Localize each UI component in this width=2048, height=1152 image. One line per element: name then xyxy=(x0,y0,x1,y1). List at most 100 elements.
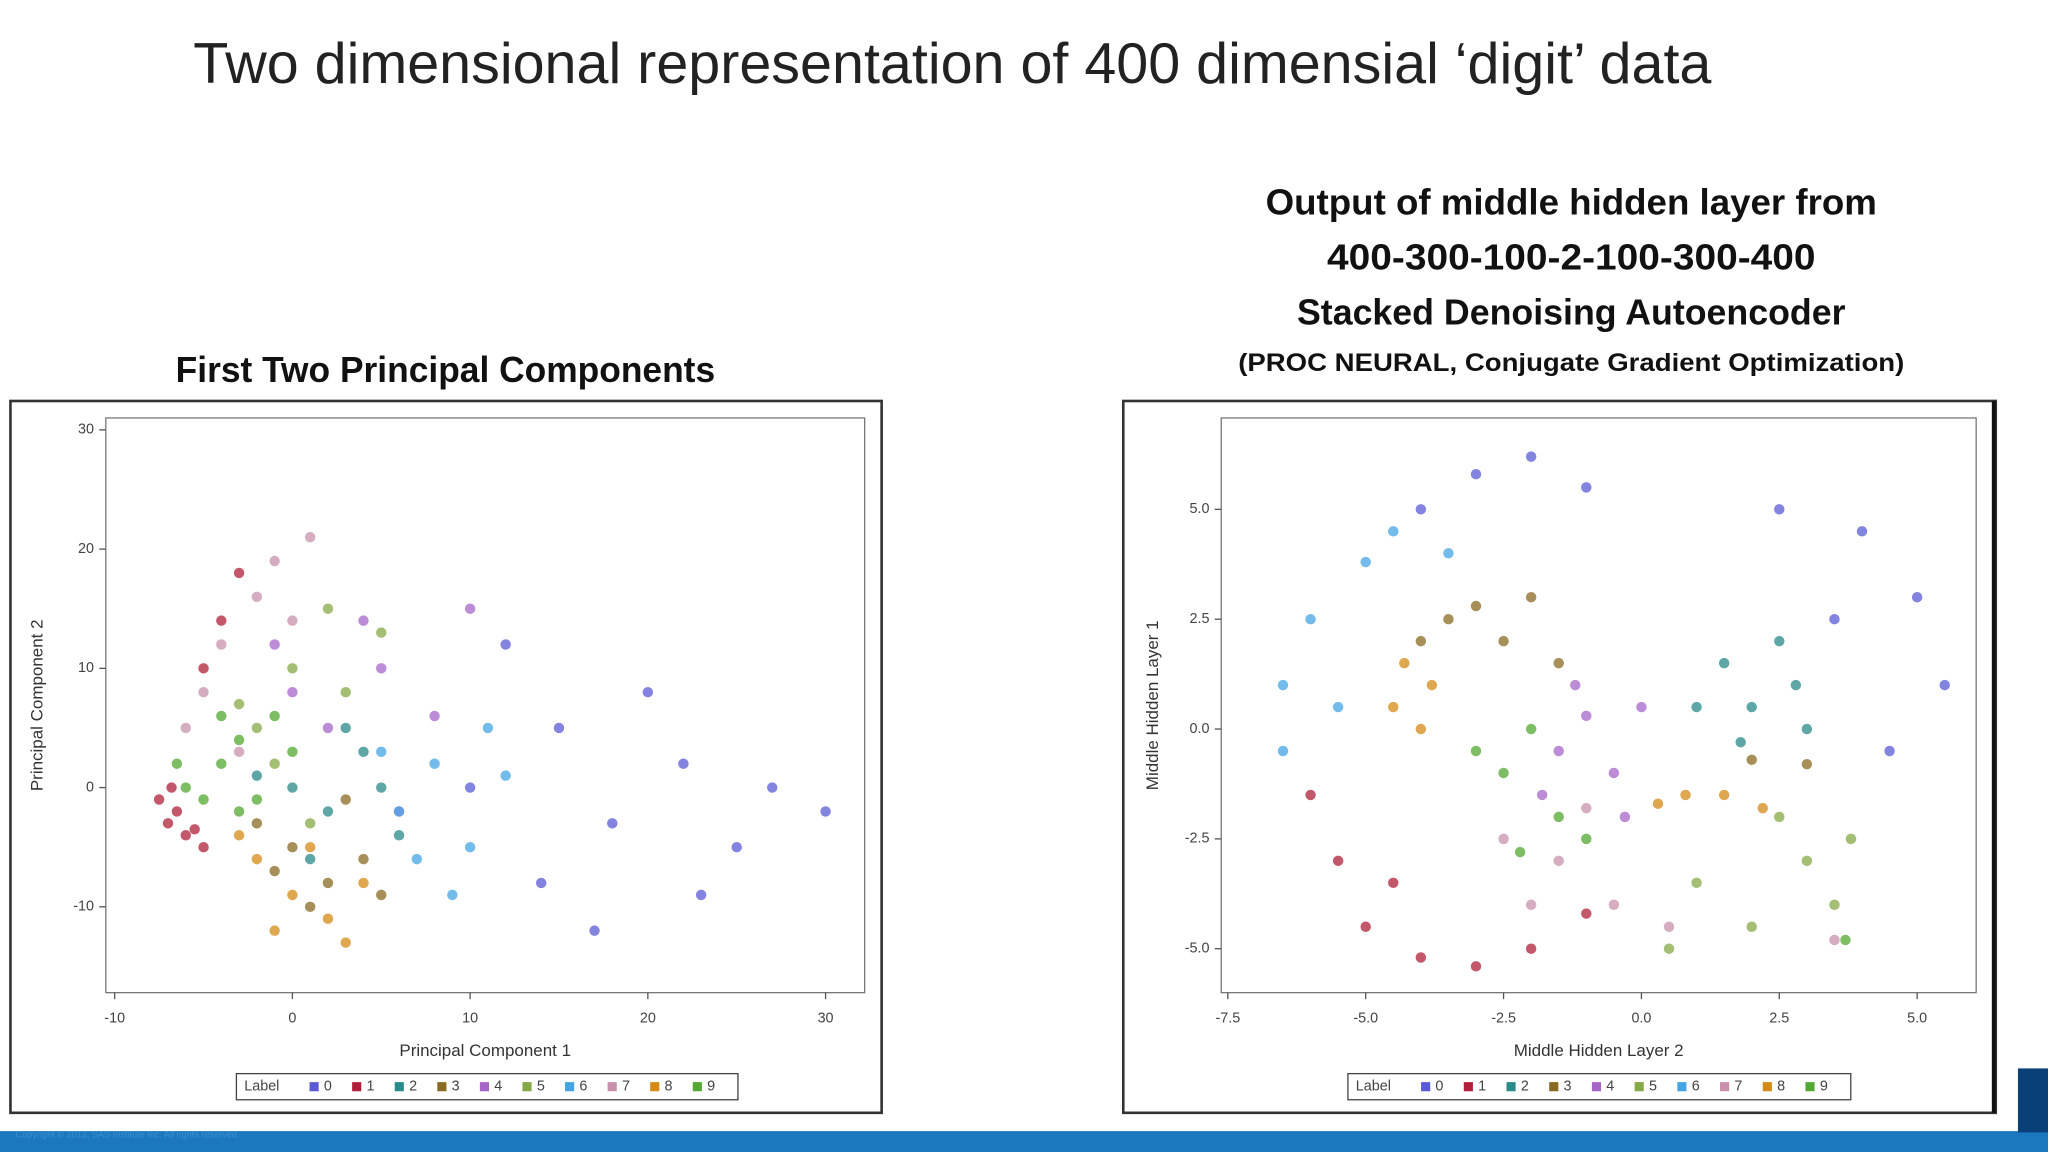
point xyxy=(1774,635,1785,647)
point xyxy=(1332,701,1344,713)
x-tick-label: -5.0 xyxy=(1353,1011,1378,1027)
point xyxy=(340,937,351,948)
legend-label: 8 xyxy=(1777,1078,1785,1094)
point xyxy=(1663,943,1675,954)
point xyxy=(1746,701,1757,713)
point xyxy=(1774,504,1785,515)
point xyxy=(1581,482,1592,493)
point xyxy=(429,710,440,722)
point xyxy=(1470,468,1482,480)
point xyxy=(304,853,316,865)
chart-title: 400-300-100-2-100-300-400 xyxy=(1327,237,1815,278)
legend-swatch xyxy=(565,1082,575,1092)
point xyxy=(233,830,245,841)
point xyxy=(340,686,351,698)
point xyxy=(1277,745,1289,757)
legend-label: 9 xyxy=(1820,1078,1828,1094)
point xyxy=(1443,548,1454,559)
point xyxy=(393,830,405,841)
point xyxy=(1856,526,1868,537)
legend-swatch xyxy=(394,1082,404,1092)
point xyxy=(1663,921,1675,932)
point xyxy=(180,782,191,793)
point xyxy=(1525,899,1537,911)
point xyxy=(376,627,387,638)
x-tick-label: 0 xyxy=(288,1011,296,1027)
chart-subtitle: (PROC NEURAL, Conjugate Gradient Optimiz… xyxy=(1238,350,1904,377)
point xyxy=(216,758,227,769)
point xyxy=(589,925,600,936)
y-axis-label: Middle Hidden Layer 1 xyxy=(1143,620,1162,790)
legend-swatch xyxy=(692,1082,702,1092)
point xyxy=(1829,613,1840,625)
point xyxy=(1619,811,1631,823)
point xyxy=(233,698,245,710)
footer-bar xyxy=(0,1131,2048,1152)
point xyxy=(1525,943,1537,954)
legend-label: 7 xyxy=(1734,1078,1742,1094)
point xyxy=(171,758,183,769)
point xyxy=(376,663,387,674)
point xyxy=(1801,855,1813,867)
point xyxy=(1443,613,1454,625)
point xyxy=(1757,802,1768,814)
legend-swatch xyxy=(1720,1082,1730,1092)
legend-swatch xyxy=(1677,1082,1687,1092)
point xyxy=(1536,789,1548,801)
point xyxy=(1790,679,1802,691)
point xyxy=(767,782,778,793)
point xyxy=(233,734,245,746)
point xyxy=(1360,921,1371,932)
point xyxy=(1426,679,1438,691)
plot-area xyxy=(1220,417,1977,994)
point xyxy=(304,841,316,853)
point xyxy=(269,555,280,567)
legend-label: 3 xyxy=(452,1078,460,1094)
y-tick-label: 20 xyxy=(78,541,94,557)
point xyxy=(1581,802,1592,814)
point xyxy=(166,782,177,793)
point xyxy=(216,615,227,626)
point xyxy=(1570,679,1581,691)
point xyxy=(171,806,183,817)
point xyxy=(269,639,280,650)
point xyxy=(198,663,209,674)
point xyxy=(198,794,209,805)
y-tick-label: 5.0 xyxy=(1190,501,1210,517)
point xyxy=(1525,723,1537,735)
x-tick-label: 2.5 xyxy=(1769,1011,1789,1027)
legend-swatch xyxy=(522,1082,532,1092)
frame-edge xyxy=(1991,400,1996,1113)
point xyxy=(1360,556,1371,568)
point xyxy=(535,877,547,889)
point xyxy=(251,722,263,734)
point xyxy=(1415,952,1427,963)
copyright: Copyright © 2012, SAS Institute Inc. All… xyxy=(16,1129,240,1139)
point xyxy=(358,615,369,626)
point xyxy=(358,746,369,758)
point xyxy=(1680,789,1691,801)
point xyxy=(642,686,654,698)
x-axis-label: Principal Component 1 xyxy=(399,1041,571,1060)
point xyxy=(447,889,458,901)
y-tick-label: -10 xyxy=(73,899,94,915)
legend-swatch xyxy=(352,1082,362,1092)
y-tick-label: 0.0 xyxy=(1190,721,1210,737)
point xyxy=(233,567,245,579)
legend-label: 1 xyxy=(366,1078,374,1094)
point xyxy=(322,877,334,889)
point xyxy=(500,770,511,781)
point xyxy=(1652,798,1664,809)
point xyxy=(322,603,334,614)
legend-swatch xyxy=(309,1082,319,1092)
point xyxy=(1388,701,1399,713)
point xyxy=(162,818,174,829)
point xyxy=(251,818,263,829)
point xyxy=(1911,591,1923,603)
x-tick-label: 30 xyxy=(818,1011,834,1027)
y-axis-label: Principal Component 2 xyxy=(27,619,46,791)
legend-label: 8 xyxy=(665,1078,673,1094)
legend-label: 6 xyxy=(579,1078,587,1094)
point xyxy=(269,925,280,936)
point xyxy=(1388,877,1399,889)
